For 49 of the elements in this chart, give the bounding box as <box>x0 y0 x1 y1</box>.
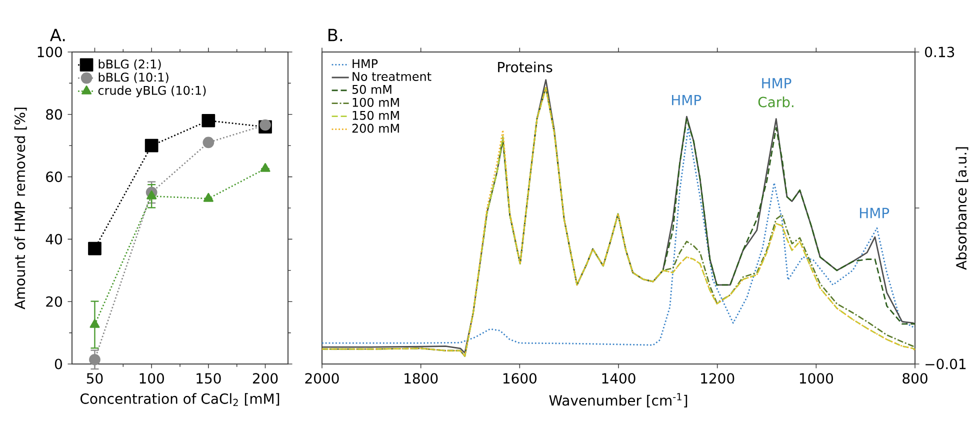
point <box>144 138 158 152</box>
point <box>260 119 271 131</box>
annotation: HMP <box>762 78 792 88</box>
x-tick-label: 1000 <box>800 373 833 384</box>
x-tick-label: 1800 <box>404 373 438 384</box>
point <box>202 114 216 128</box>
y2-axis-title: Absorbance [a.u.] <box>956 147 968 270</box>
point <box>90 319 100 328</box>
legend-label: 200 mM <box>352 124 399 133</box>
x-tick-label: 200 <box>252 373 278 384</box>
x-tick-label: 800 <box>902 373 928 384</box>
annotation: HMP <box>860 208 890 218</box>
y-tick-label: 20 <box>46 296 62 307</box>
annotation: Carb. <box>758 96 794 108</box>
y-tick-label: 40 <box>46 234 62 244</box>
legend-label: No treatment <box>352 72 432 81</box>
y-tick-label: 0 <box>54 358 62 370</box>
legend-label: bBLG (2:1) <box>98 59 161 70</box>
x-tick-label: 1400 <box>602 373 636 384</box>
legend-label: 100 mM <box>352 98 399 107</box>
y-tick-label: 60 <box>46 172 62 182</box>
x-tick-label: 1600 <box>503 373 536 384</box>
point <box>146 190 157 200</box>
annotation: HMP <box>672 94 702 106</box>
annotation: Proteins <box>498 62 552 72</box>
point <box>88 242 102 256</box>
y2-tick-label: 0.13 <box>925 46 954 58</box>
point <box>89 354 100 366</box>
legend-label: crude yBLG (10:1) <box>98 86 206 98</box>
legend-label: HMP <box>352 59 378 68</box>
x-tick-label: 1200 <box>701 373 734 384</box>
y-tick-label: 100 <box>38 46 62 58</box>
x-tick-label: 150 <box>196 373 221 384</box>
x-tick-label: 100 <box>140 373 164 384</box>
y-tick-label: 80 <box>46 109 62 120</box>
x-axis-title: Concentration of CaCl$_{2}$ [mM] <box>80 393 280 406</box>
chart-title: A. <box>50 28 65 42</box>
x-axis-title: Wavenumber [cm$^{-1}$] <box>549 393 688 408</box>
point <box>202 136 214 148</box>
y2-tick-label: −0.01 <box>926 358 966 370</box>
y-axis-title: Amount of HMP removed [%] <box>14 108 27 310</box>
point <box>203 192 214 202</box>
x-tick-label: 50 <box>86 373 103 384</box>
chart-title: B. <box>328 28 342 42</box>
x-tick-label: 2000 <box>305 373 339 384</box>
legend-label: 150 mM <box>352 110 399 120</box>
point <box>260 163 270 172</box>
legend-label: bBLG (10:1) <box>98 72 168 84</box>
legend-label: 50 mM <box>352 84 392 94</box>
